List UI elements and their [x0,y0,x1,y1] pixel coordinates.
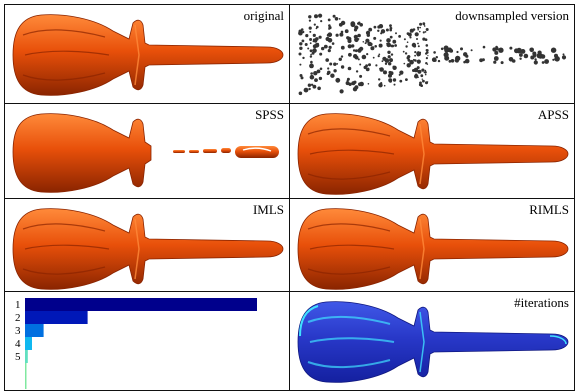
histogram-tick-label: 3 [15,325,21,337]
panel-downsampled: downsampled version [289,4,575,104]
histogram-bar-5 [25,350,28,363]
model-surface [297,113,569,195]
histogram-tick-label: 5 [15,351,21,363]
histogram-tick-label: 2 [15,312,21,324]
panel-label-iterations: #iterations [514,295,569,310]
panel-apss: APSS [289,103,575,199]
model-render-imls [12,208,284,290]
model-render-apss [297,113,569,195]
model-surface [12,208,284,290]
panel-label-imls: IMLS [252,202,284,217]
panel-rimls: RIMLS [289,198,575,292]
model-surface [12,113,279,193]
histogram-bar-1 [25,298,257,311]
model-render-downsampled [298,13,567,96]
panel-label-rimls: RIMLS [529,202,569,217]
panel-label-spss: SPSS [255,107,284,122]
histogram-tick-label: 1 [15,299,21,311]
panel-label-downsampled: downsampled version [455,8,569,23]
model-render-spss [12,113,279,193]
point-samples [298,13,567,96]
panel-label-original: original [243,8,284,23]
model-surface [297,301,569,383]
model-render-iterations-heatmap [297,301,569,383]
histogram-bar-3 [25,324,44,337]
panel-spss: SPSS [4,103,290,199]
model-render-rimls [297,208,569,290]
histogram-tail [25,363,27,389]
panel-label-apss: APSS [537,107,569,122]
model-surface [297,208,569,290]
panel-imls: IMLS [4,198,290,292]
model-surface [12,14,284,96]
histogram-tick-label: 4 [15,338,21,350]
panel-iterations: #iterations [289,291,575,391]
histogram-bar-4 [25,337,32,350]
histogram-bar-2 [25,311,88,324]
model-render-original [12,14,284,96]
panel-original: original [4,4,290,104]
